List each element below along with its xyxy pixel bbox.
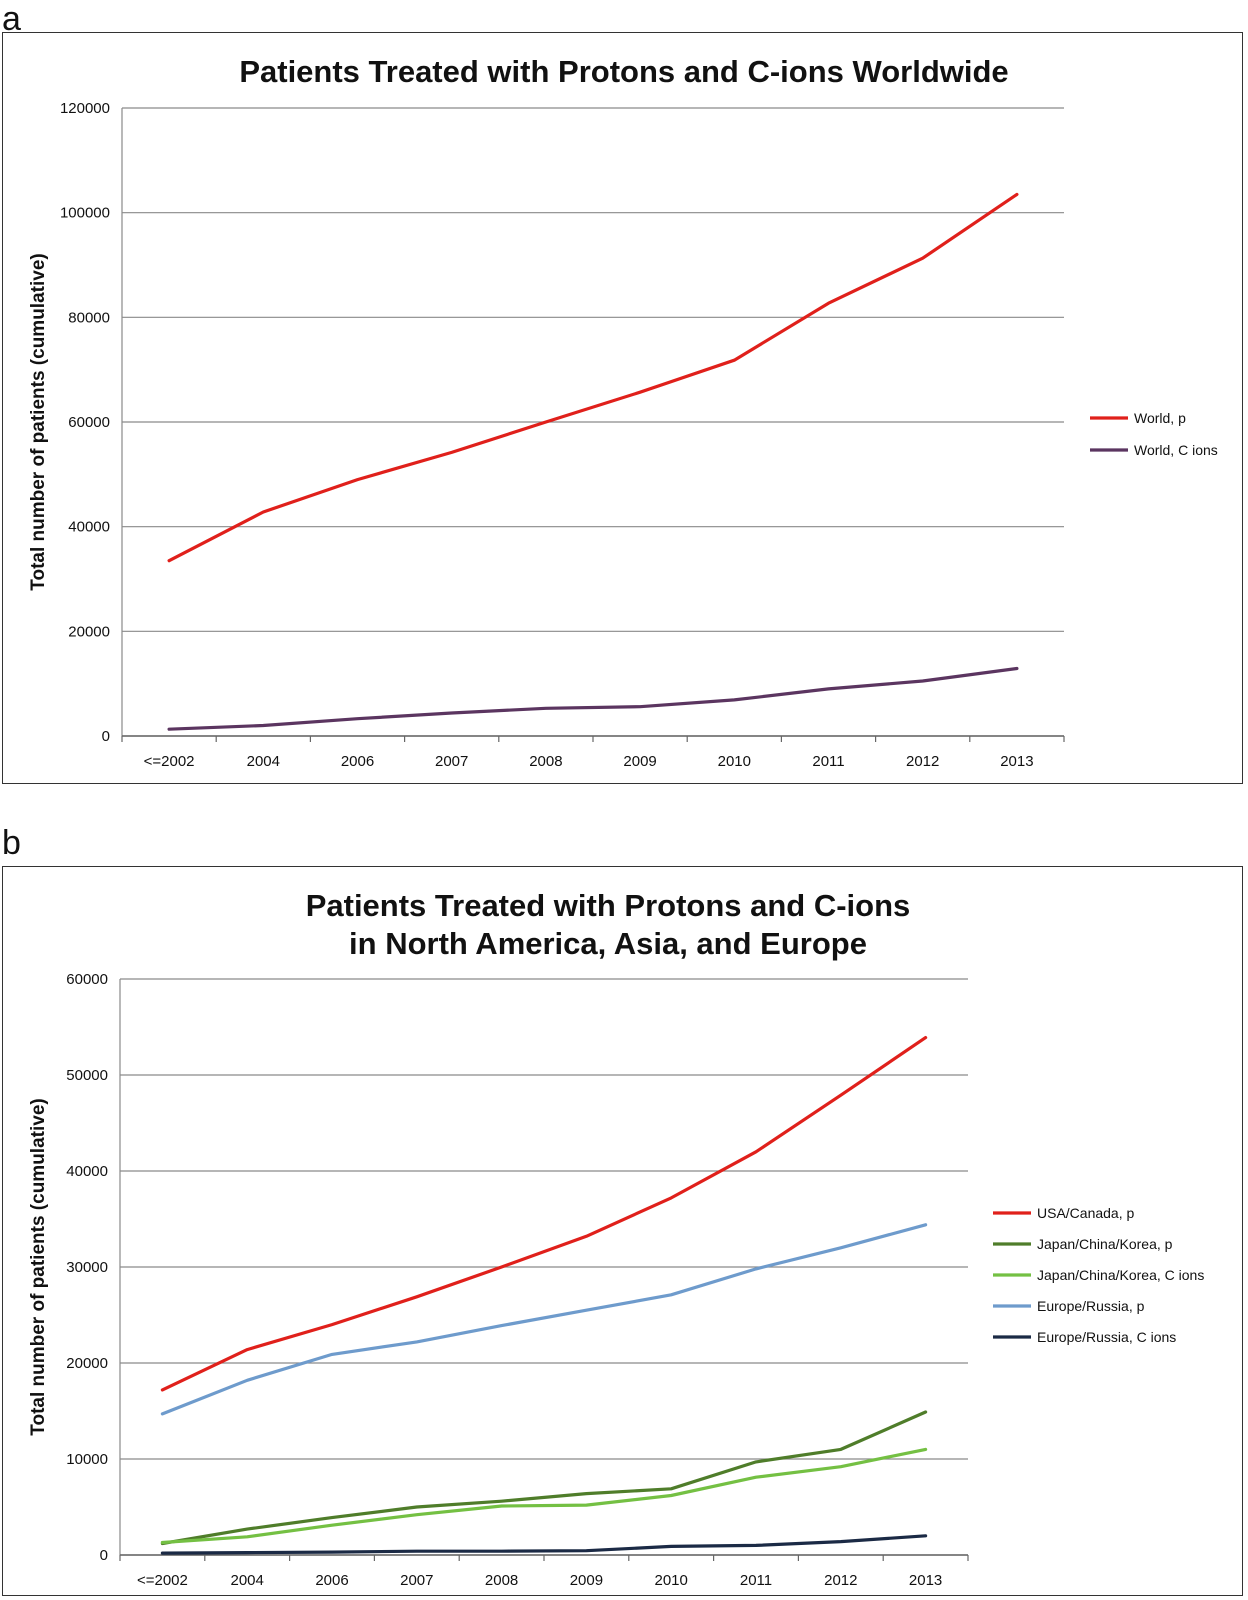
- x-tick-label: 2012: [906, 753, 939, 770]
- x-tick-label: 2011: [812, 753, 844, 770]
- x-tick-label: 2008: [485, 1572, 518, 1589]
- x-tick-label: 2012: [824, 1572, 857, 1589]
- y-tick-label: 20000: [66, 1355, 108, 1372]
- series-line: [160, 1447, 928, 1545]
- x-tick-label: 2004: [231, 1572, 264, 1589]
- x-tick-label: 2009: [570, 1572, 603, 1589]
- series-line: [160, 1223, 928, 1416]
- x-tick-label: 2004: [247, 753, 280, 770]
- y-axis-title: Total number of patients (cumulative): [28, 1098, 49, 1435]
- y-tick-label: 80000: [68, 309, 110, 326]
- chart-title: in North America, Asia, and Europe: [349, 926, 867, 961]
- panel-letter-a: a: [2, 0, 21, 38]
- y-tick-label: 0: [100, 1547, 108, 1564]
- legend-label: USA/Canada, p: [1037, 1205, 1134, 1221]
- series-line: [160, 1410, 928, 1546]
- legend-label: Europe/Russia, C ions: [1037, 1329, 1176, 1345]
- y-tick-label: 100000: [60, 205, 110, 222]
- y-tick-label: 120000: [60, 100, 110, 117]
- x-tick-label: 2010: [718, 753, 751, 770]
- chart-title: Patients Treated with Protons and C-ions…: [239, 54, 1008, 89]
- x-tick-label: 2013: [1000, 753, 1033, 770]
- x-tick-label: 2013: [909, 1572, 942, 1589]
- chart-frame-regional: [2, 866, 1243, 1596]
- y-tick-label: 30000: [66, 1259, 108, 1276]
- x-tick-label: 2009: [623, 753, 656, 770]
- legend-label: Japan/China/Korea, p: [1037, 1236, 1173, 1252]
- x-tick-label: <=2002: [144, 753, 195, 770]
- y-tick-label: 50000: [66, 1067, 108, 1084]
- chart-worldwide: Patients Treated with Protons and C-ions…: [28, 54, 1218, 770]
- legend-label: Europe/Russia, p: [1037, 1298, 1145, 1314]
- y-tick-label: 60000: [68, 414, 110, 431]
- y-tick-label: 0: [102, 728, 110, 745]
- x-tick-label: 2006: [341, 753, 374, 770]
- y-tick-label: 20000: [68, 623, 110, 640]
- y-tick-label: 40000: [66, 1163, 108, 1180]
- legend-label: World, p: [1134, 410, 1186, 426]
- x-tick-label: 2006: [315, 1572, 348, 1589]
- y-tick-label: 40000: [68, 519, 110, 536]
- chart-title: Patients Treated with Protons and C-ions: [306, 888, 911, 923]
- x-tick-label: 2010: [655, 1572, 688, 1589]
- series-line: [160, 1035, 928, 1392]
- panel-letter-b: b: [2, 824, 21, 862]
- chart-frame-worldwide: [2, 32, 1243, 784]
- x-tick-label: 2011: [740, 1572, 772, 1589]
- y-tick-label: 10000: [66, 1451, 108, 1468]
- x-tick-label: 2008: [529, 753, 562, 770]
- x-tick-label: <=2002: [137, 1572, 188, 1589]
- series-line: [167, 192, 1019, 563]
- series-line: [160, 1534, 928, 1555]
- x-tick-label: 2007: [435, 753, 468, 770]
- x-tick-label: 2007: [400, 1572, 433, 1589]
- y-axis-title: Total number of patients (cumulative): [28, 253, 49, 590]
- legend-label: World, C ions: [1134, 442, 1218, 458]
- legend-label: Japan/China/Korea, C ions: [1037, 1267, 1204, 1283]
- y-tick-label: 60000: [66, 971, 108, 988]
- series-line: [167, 666, 1019, 731]
